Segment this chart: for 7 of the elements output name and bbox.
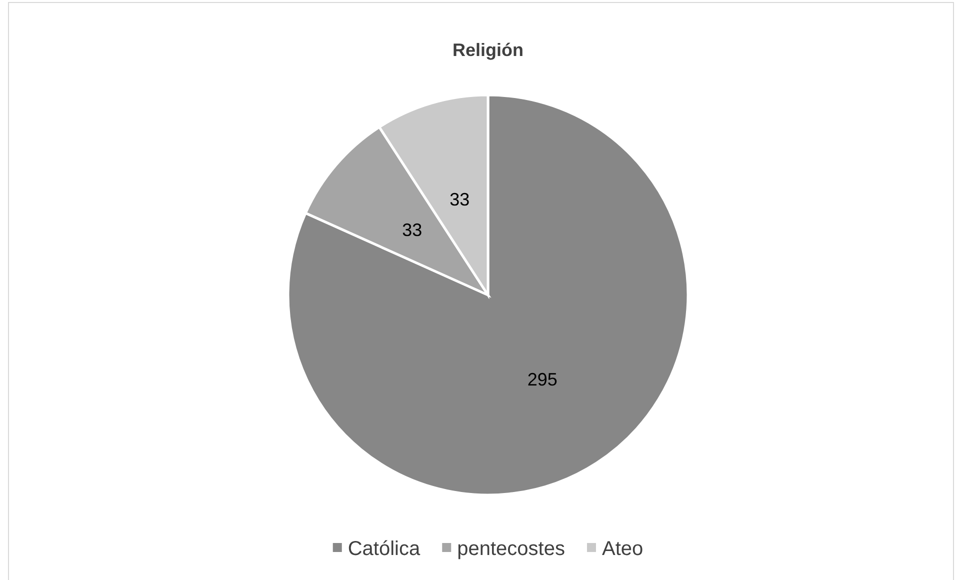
- data-label: 33: [450, 189, 470, 210]
- legend-label: Ateo: [602, 538, 644, 560]
- data-label: 33: [402, 220, 422, 240]
- chart-title: Religión: [452, 40, 524, 60]
- legend-label: Católica: [348, 538, 421, 560]
- data-label: 295: [527, 369, 558, 390]
- legend-label: pentecostes: [457, 538, 565, 560]
